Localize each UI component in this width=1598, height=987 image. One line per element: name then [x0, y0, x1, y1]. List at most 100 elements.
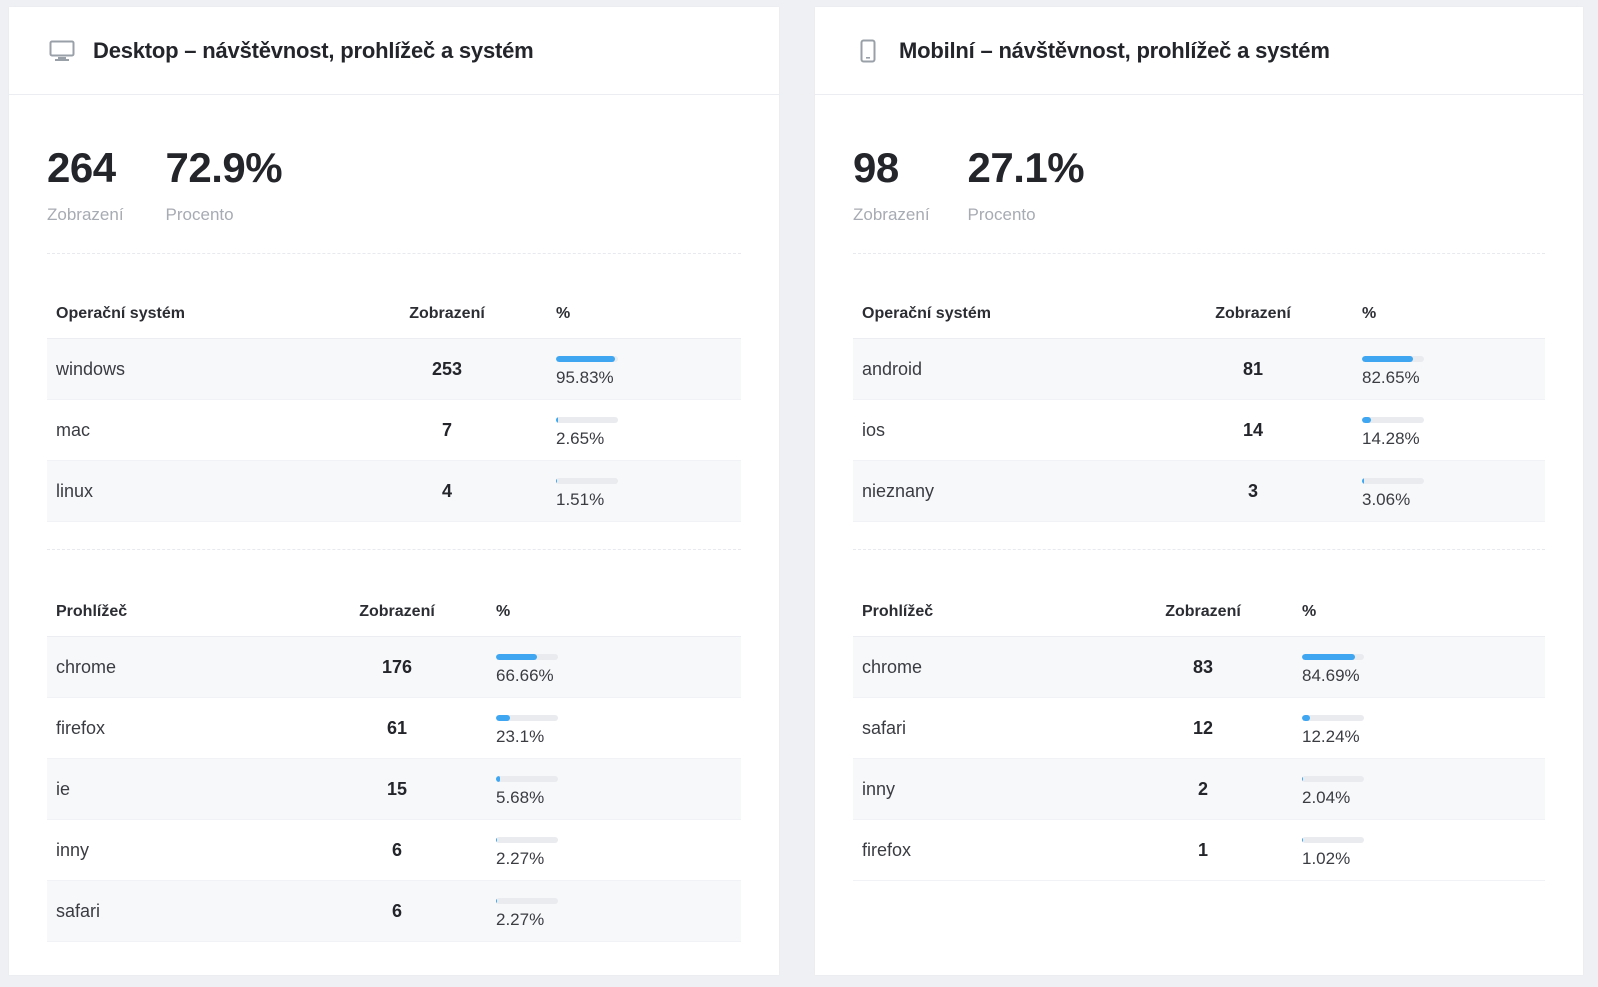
- browser-views: 15: [307, 758, 487, 820]
- progress-bar: [1302, 715, 1364, 721]
- browser-name: chrome: [47, 636, 307, 698]
- progress-fill: [496, 776, 500, 782]
- browser-percent-cell: 12.24%: [1293, 697, 1545, 759]
- column-header-views[interactable]: Zobrazení: [1113, 588, 1293, 637]
- table-row: safari 12 12.24%: [853, 697, 1545, 759]
- table-row: mac 7 2.65%: [47, 399, 741, 461]
- mobile-percent-label: Procento: [967, 205, 1036, 224]
- column-header-percent[interactable]: %: [1293, 588, 1545, 637]
- table-row: windows 253 95.83%: [47, 338, 741, 400]
- progress-bar: [496, 837, 558, 843]
- table-row: ios 14 14.28%: [853, 399, 1545, 461]
- mobile-panel: Mobilní – návštěvnost, prohlížeč a systé…: [815, 7, 1583, 975]
- browser-percent: 66.66%: [496, 666, 554, 685]
- progress-bar: [1362, 356, 1424, 362]
- column-header-percent[interactable]: %: [1353, 290, 1545, 339]
- os-views: 4: [347, 460, 547, 522]
- column-header-views[interactable]: Zobrazení: [347, 290, 547, 339]
- os-percent-cell: 2.65%: [547, 399, 741, 461]
- browser-views: 176: [307, 636, 487, 698]
- desktop-panel-title: Desktop – návštěvnost, prohlížeč a systé…: [93, 37, 534, 63]
- browser-name: inny: [47, 819, 307, 881]
- os-percent-cell: 1.51%: [547, 460, 741, 522]
- progress-bar: [1362, 417, 1424, 423]
- browser-views: 12: [1113, 697, 1293, 759]
- os-name: nieznany: [853, 460, 1153, 522]
- os-views: 253: [347, 338, 547, 400]
- browser-percent-cell: 66.66%: [487, 636, 741, 698]
- browser-name: safari: [853, 697, 1113, 759]
- column-header-browser[interactable]: Prohlížeč: [47, 588, 307, 637]
- browser-percent: 2.27%: [496, 849, 545, 868]
- os-name: android: [853, 338, 1153, 400]
- browser-percent-cell: 2.27%: [487, 880, 741, 942]
- browser-percent: 2.27%: [496, 910, 545, 929]
- mobile-views-value: 98: [853, 144, 899, 191]
- desktop-stats: 264 Zobrazení 72.9% Procento: [47, 145, 741, 254]
- browser-name: inny: [853, 758, 1113, 820]
- browser-percent: 84.69%: [1302, 666, 1360, 685]
- mobile-panel-title: Mobilní – návštěvnost, prohlížeč a systé…: [899, 37, 1330, 63]
- table-row: safari 6 2.27%: [47, 880, 741, 942]
- section-divider: [47, 549, 741, 550]
- column-header-browser[interactable]: Prohlížeč: [853, 588, 1113, 637]
- os-percent-cell: 82.65%: [1353, 338, 1545, 400]
- browser-name: safari: [47, 880, 307, 942]
- browser-percent-cell: 2.27%: [487, 819, 741, 881]
- os-percent-cell: 14.28%: [1353, 399, 1545, 461]
- progress-fill: [556, 417, 558, 423]
- browser-views: 6: [307, 880, 487, 942]
- table-row: nieznany 3 3.06%: [853, 460, 1545, 522]
- progress-bar: [1302, 654, 1364, 660]
- progress-bar: [496, 898, 558, 904]
- progress-fill: [496, 837, 498, 843]
- table-row: linux 4 1.51%: [47, 460, 741, 522]
- os-percent: 3.06%: [1362, 490, 1411, 509]
- column-header-percent[interactable]: %: [547, 290, 741, 339]
- table-row: chrome 83 84.69%: [853, 636, 1545, 698]
- column-header-views[interactable]: Zobrazení: [307, 588, 487, 637]
- monitor-icon: [49, 38, 75, 64]
- mobile-views-label: Zobrazení: [853, 205, 930, 224]
- browser-percent: 5.68%: [496, 788, 545, 807]
- section-divider: [853, 549, 1545, 550]
- progress-fill: [1302, 715, 1310, 721]
- smartphone-icon: [855, 38, 881, 64]
- column-header-percent[interactable]: %: [487, 588, 741, 637]
- browser-views: 83: [1113, 636, 1293, 698]
- progress-bar: [496, 654, 558, 660]
- os-name: linux: [47, 460, 347, 522]
- progress-bar: [1302, 776, 1364, 782]
- os-name: mac: [47, 399, 347, 461]
- progress-bar: [496, 715, 558, 721]
- progress-bar: [556, 417, 618, 423]
- browser-name: firefox: [853, 819, 1113, 881]
- table-row: ie 15 5.68%: [47, 758, 741, 820]
- desktop-panel-header: Desktop – návštěvnost, prohlížeč a systé…: [9, 7, 779, 95]
- browser-percent-cell: 5.68%: [487, 758, 741, 820]
- progress-fill: [556, 478, 557, 484]
- os-percent: 14.28%: [1362, 429, 1420, 448]
- os-views: 7: [347, 399, 547, 461]
- desktop-percent-label: Procento: [165, 205, 234, 224]
- column-header-os[interactable]: Operační systém: [853, 290, 1153, 339]
- os-views: 14: [1153, 399, 1353, 461]
- progress-fill: [1362, 417, 1371, 423]
- column-header-views[interactable]: Zobrazení: [1153, 290, 1353, 339]
- table-row: android 81 82.65%: [853, 338, 1545, 400]
- table-row: chrome 176 66.66%: [47, 636, 741, 698]
- progress-fill: [496, 715, 511, 721]
- column-header-os[interactable]: Operační systém: [47, 290, 347, 339]
- progress-fill: [1362, 356, 1414, 362]
- table-row: firefox 1 1.02%: [853, 819, 1545, 881]
- browser-percent: 2.04%: [1302, 788, 1351, 807]
- progress-fill: [1302, 654, 1355, 660]
- browser-percent: 1.02%: [1302, 849, 1351, 868]
- progress-bar: [496, 776, 558, 782]
- mobile-browser-table: Prohlížeč Zobrazení % chrome 83 84.69% s…: [853, 588, 1545, 881]
- desktop-os-table: Operační systém Zobrazení % windows 253 …: [47, 290, 741, 522]
- mobile-stats: 98 Zobrazení 27.1% Procento: [853, 145, 1545, 254]
- progress-bar: [1362, 478, 1424, 484]
- os-percent: 1.51%: [556, 490, 605, 509]
- mobile-os-table: Operační systém Zobrazení % android 81 8…: [853, 290, 1545, 522]
